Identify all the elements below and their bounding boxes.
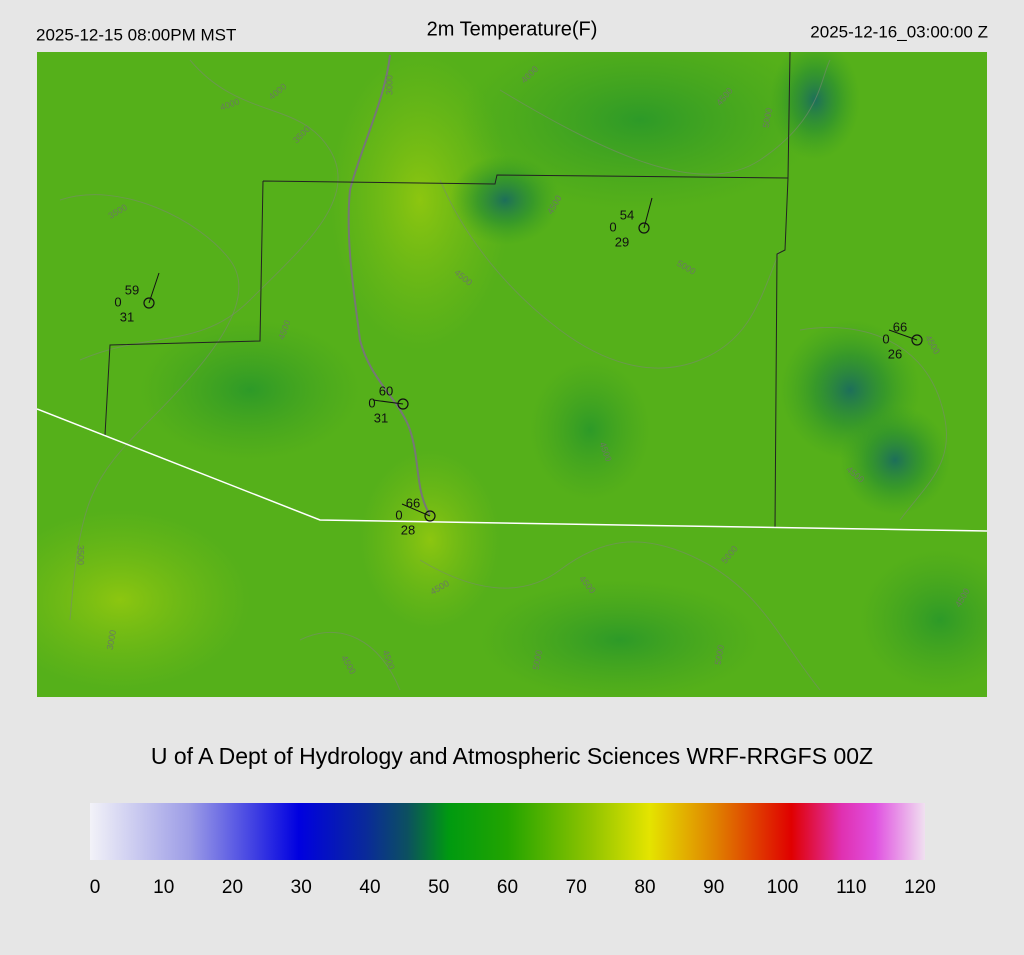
station-temperature: 66 xyxy=(893,319,907,334)
station-circle xyxy=(397,398,409,410)
station-dewpoint: 31 xyxy=(120,309,134,324)
valid-time: 2025-12-16_03:00:00 Z xyxy=(810,22,988,41)
credit: U of A Dept of Hydrology and Atmospheric… xyxy=(151,743,873,769)
contour-label: 3500 xyxy=(76,545,86,565)
colorbar-tick-label: 40 xyxy=(359,877,380,898)
station-temperature: 60 xyxy=(379,383,393,398)
road xyxy=(347,54,431,516)
station-circle xyxy=(638,222,650,234)
station-circle xyxy=(424,510,436,522)
contour-label: 3000 xyxy=(384,75,394,95)
colorbar xyxy=(90,803,925,860)
colorbar-tick-label: 30 xyxy=(291,877,312,898)
colorbar-tick-label: 50 xyxy=(428,877,449,898)
colorbar-tick-label: 100 xyxy=(767,877,799,898)
colorbar-tick-label: 10 xyxy=(153,877,174,898)
station-dewpoint: 29 xyxy=(615,234,629,249)
colorbar-tick-label: 110 xyxy=(836,877,866,898)
station-temperature: 54 xyxy=(620,207,634,222)
state-boundary xyxy=(37,408,987,532)
contour-label: 5000 xyxy=(531,649,544,670)
colorbar-tick-label: 90 xyxy=(703,877,724,898)
station-wind: 0 xyxy=(395,507,402,522)
station-temperature: 66 xyxy=(406,495,420,510)
colorbar-tick-label: 20 xyxy=(222,877,243,898)
contour-label: 5000 xyxy=(761,107,774,128)
station-dewpoint: 26 xyxy=(888,346,902,361)
local-time: 2025-12-15 08:00PM MST xyxy=(36,25,236,44)
station-wind: 0 xyxy=(114,294,121,309)
station-circle xyxy=(911,334,923,346)
contour-label: 5000 xyxy=(713,644,726,665)
station-circle xyxy=(143,297,155,309)
station-wind: 0 xyxy=(882,331,889,346)
colorbar-tick-label: 80 xyxy=(634,877,655,898)
station-temperature: 59 xyxy=(125,282,139,297)
station-wind: 0 xyxy=(609,219,616,234)
station-wind: 0 xyxy=(368,395,375,410)
contour-label: 3000 xyxy=(105,629,118,650)
station-dewpoint: 28 xyxy=(401,522,415,537)
colorbar-tick-label: 60 xyxy=(497,877,518,898)
county-boundary xyxy=(104,52,791,529)
colorbar-tick-label: 70 xyxy=(566,877,587,898)
colorbar-tick-label: 120 xyxy=(904,877,936,898)
map-title: 2m Temperature(F) xyxy=(427,18,598,40)
colorbar-tick-label: 0 xyxy=(90,877,101,898)
colorbar-ticks: 0 10 20 30 40 50 60 70 80 90 100 110 120 xyxy=(90,877,936,898)
station-dewpoint: 31 xyxy=(374,410,388,425)
